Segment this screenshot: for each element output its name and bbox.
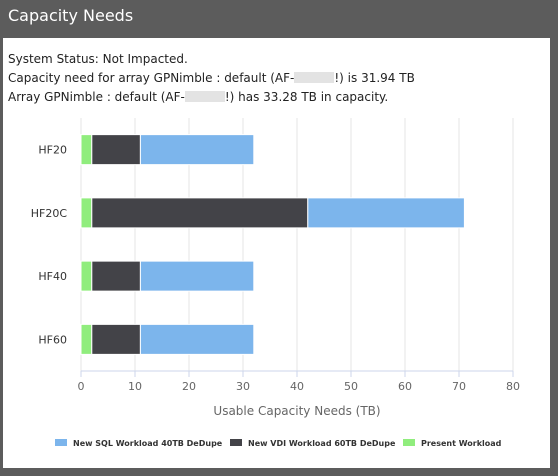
redacted-serial [294, 72, 335, 83]
bar-segment [91, 197, 309, 229]
capacity-need-suffix: !) is 31.94 TB [334, 71, 415, 85]
y-category-label: HF40 [38, 270, 67, 283]
x-tick-label: 0 [78, 380, 85, 393]
array-capacity-text: Array GPNimble : default (AF- !) has 33.2… [8, 90, 388, 104]
x-tick-label: 10 [128, 380, 142, 393]
y-category-label: HF20C [31, 207, 68, 220]
legend-label: Present Workload [421, 439, 502, 448]
bar-segment [139, 260, 255, 292]
capacity-bar-chart: 0 10 20 30 40 50 60 70 80 Usable Capacity Needs (… [31, 118, 520, 448]
bar-segment [91, 323, 141, 355]
redacted-serial [184, 91, 225, 102]
bar-segment [91, 134, 141, 166]
x-tick-label: 30 [236, 380, 250, 393]
capacity-need-prefix: Capacity need for array GPNimble : defau… [8, 71, 295, 85]
bar-segment [80, 260, 93, 292]
legend-label: New VDI Workload 60TB DeDupe [248, 439, 396, 448]
x-tick-label: 80 [506, 380, 520, 393]
bar-segment [91, 260, 141, 292]
widget-body: System Status: Not Impacted. Capacity ne… [3, 38, 550, 468]
x-tick-label: 60 [398, 380, 412, 393]
x-axis-title: Usable Capacity Needs (TB) [213, 404, 380, 418]
array-capacity-suffix: !) has 33.28 TB in capacity. [224, 90, 389, 104]
y-category-label: HF20 [38, 144, 67, 157]
x-tick-label: 70 [452, 380, 466, 393]
x-tick-label: 20 [182, 380, 196, 393]
bar-segment [139, 134, 255, 166]
bar-segment [80, 323, 93, 355]
system-status-text: System Status: Not Impacted. [8, 52, 188, 66]
legend-label: New SQL Workload 40TB DeDupe [73, 439, 223, 448]
bar-segment [139, 323, 255, 355]
bar-segment [80, 134, 93, 166]
array-capacity-prefix: Array GPNimble : default (AF- [8, 90, 185, 104]
x-tick-label: 50 [344, 380, 358, 393]
x-tick-label: 40 [290, 380, 304, 393]
bar-segment [80, 197, 93, 229]
widget-header: Capacity Needs [0, 0, 558, 34]
y-category-label: HF60 [38, 333, 67, 346]
bar-segment [307, 197, 465, 229]
widget-title: Capacity Needs [8, 6, 134, 25]
legend-swatch [55, 439, 67, 446]
capacity-need-text: Capacity need for array GPNimble : defau… [8, 71, 415, 85]
legend-swatch [403, 439, 415, 446]
legend-swatch [230, 439, 242, 446]
